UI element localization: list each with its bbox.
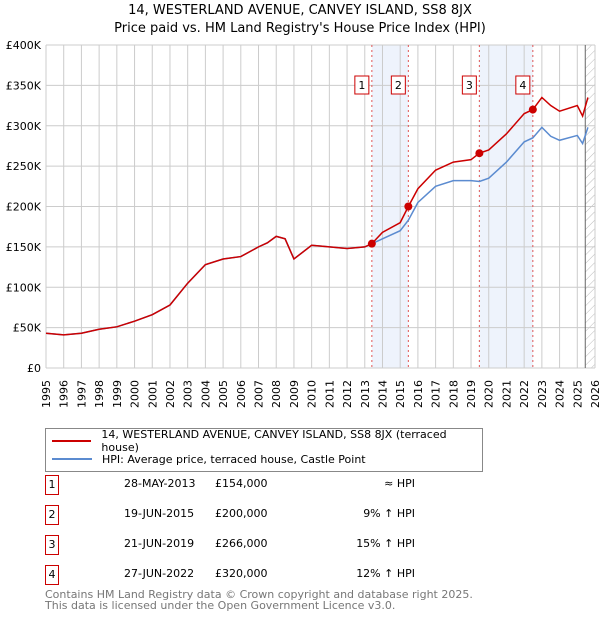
sale-number: 4 [45, 565, 59, 585]
x-tick-label: 2009 [288, 380, 301, 408]
x-tick-label: 2024 [554, 380, 567, 408]
x-tick-label: 2001 [146, 380, 159, 408]
sale-hpi-diff: 15% ↑ HPI [356, 537, 415, 550]
sale-point [475, 149, 484, 158]
x-tick-label: 2021 [500, 380, 513, 408]
sale-price: £320,000 [215, 567, 268, 580]
series-line [45, 96, 589, 336]
x-tick-label: 2015 [394, 380, 407, 408]
y-tick-label: £0 [27, 362, 41, 375]
sale-number: 3 [45, 535, 59, 555]
x-tick-label: 2023 [536, 380, 549, 408]
sale-date: 21-JUN-2019 [124, 537, 195, 550]
sale-price: £200,000 [215, 507, 268, 520]
x-tick-label: 1995 [40, 380, 53, 408]
sale-price: £266,000 [215, 537, 268, 550]
x-tick-label: 2013 [359, 380, 372, 408]
legend-swatch [52, 440, 92, 442]
sale-label-box [390, 75, 406, 95]
legend-swatch [52, 458, 92, 460]
x-tick-label: 2005 [217, 380, 230, 408]
sale-hpi-diff: ≈ HPI [384, 477, 415, 490]
x-tick-label: 2017 [430, 380, 443, 408]
sale-label-box [354, 75, 370, 95]
x-tick-label: 2022 [518, 380, 531, 408]
y-tick-label: £350K [6, 79, 42, 92]
sale-hpi-diff: 12% ↑ HPI [356, 567, 415, 580]
sale-number: 2 [45, 505, 59, 525]
sale-point [404, 202, 413, 211]
sale-hpi-diff: 9% ↑ HPI [363, 507, 415, 520]
chart-title: 14, WESTERLAND AVENUE, CANVEY ISLAND, SS… [128, 3, 472, 18]
legend-item-hpi: HPI: Average price, terraced house, Cast… [46, 450, 366, 468]
x-tick-label: 2016 [412, 380, 425, 408]
legend-item-property: 14, WESTERLAND AVENUE, CANVEY ISLAND, SS… [46, 428, 482, 454]
x-tick-label: 2000 [129, 380, 142, 408]
x-tick-label: 2011 [323, 380, 336, 408]
x-tick-label: 1999 [111, 380, 124, 408]
x-tick-label: 2008 [270, 380, 283, 408]
legend-label: HPI: Average price, terraced house, Cast… [102, 452, 366, 466]
footer: Contains HM Land Registry data © Crown c… [45, 589, 473, 611]
x-tick-label: 2002 [164, 380, 177, 408]
x-tick-label: 2004 [199, 380, 212, 408]
x-tick-label: 2014 [376, 380, 389, 408]
x-tick-label: 2012 [341, 380, 354, 408]
x-tick-label: 2020 [483, 380, 496, 408]
price-chart: 1995 1996 1997 1998 1999 2000 2001 2002 2003 2004… [6, 39, 600, 408]
x-tick-label: 1997 [75, 380, 88, 408]
sale-date: 28-MAY-2013 [124, 477, 196, 490]
sale-number: 1 [45, 475, 59, 495]
y-tick-label: £50K [13, 322, 42, 335]
x-tick-label: 2003 [182, 380, 195, 408]
sale-date: 19-JUN-2015 [124, 507, 195, 520]
y-tick-label: £150K [6, 241, 42, 254]
sale-label: 2 [395, 79, 402, 92]
x-tick-label: 2026 [589, 380, 600, 408]
chart-subtitle: Price paid vs. HM Land Registry's House … [114, 21, 486, 36]
legend: 14, WESTERLAND AVENUE, CANVEY ISLAND, SS… [45, 428, 483, 472]
y-tick-label: £400K [6, 39, 42, 52]
y-tick-label: £200K [6, 201, 42, 214]
x-tick-label: 2025 [571, 380, 584, 408]
sale-label-box [515, 75, 531, 95]
legend-label: 14, WESTERLAND AVENUE, CANVEY ISLAND, SS… [101, 428, 447, 454]
x-tick-label: 2018 [447, 380, 460, 408]
sale-label-box [461, 75, 477, 95]
sale-date: 27-JUN-2022 [124, 567, 195, 580]
x-tick-label: 2019 [465, 380, 478, 408]
x-tick-label: 1996 [58, 380, 71, 408]
sale-point [367, 239, 376, 248]
x-tick-label: 2007 [253, 380, 266, 408]
footer-line: This data is licensed under the Open Gov… [45, 599, 396, 612]
y-tick-label: £250K [6, 160, 42, 173]
sale-label: 4 [519, 79, 526, 92]
x-tick-label: 1998 [93, 380, 106, 408]
y-tick-label: £300K [6, 120, 42, 133]
x-tick-label: 2010 [306, 380, 319, 408]
sale-label: 3 [466, 79, 473, 92]
footer-line: Contains HM Land Registry data © Crown c… [45, 588, 473, 601]
y-tick-label: £100K [6, 281, 42, 294]
sale-point [528, 105, 537, 114]
sale-label: 1 [358, 79, 365, 92]
x-tick-label: 2006 [235, 380, 248, 408]
sale-price: £154,000 [215, 477, 268, 490]
